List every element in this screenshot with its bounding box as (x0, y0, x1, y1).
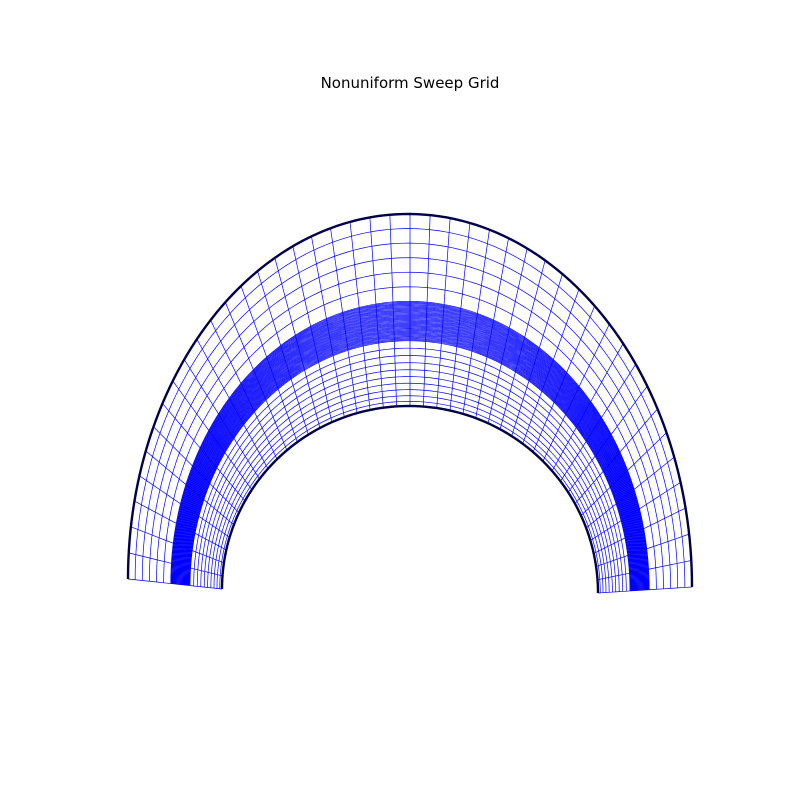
radial-level-line (188, 338, 632, 591)
radial-level-line (175, 310, 645, 591)
radial-level-line (189, 339, 631, 591)
radial-level-line (149, 257, 671, 589)
radial-level-line (172, 304, 648, 590)
radial-level-line (185, 331, 635, 591)
radial-level-line (174, 309, 646, 591)
radial-level-line (181, 323, 639, 591)
radial-level-line (179, 318, 641, 591)
radial-level-line (183, 328, 637, 591)
radial-level-line (178, 316, 642, 591)
radial-level-line (186, 334, 634, 591)
radial-level-line (178, 317, 642, 591)
radial-level-line (177, 314, 643, 591)
radial-level-line (184, 330, 636, 591)
radial-level-line (193, 347, 627, 592)
radial-level-line (187, 335, 633, 591)
radial-level-line (210, 382, 610, 593)
radial-level-line (207, 376, 613, 593)
radial-level-line (181, 322, 639, 591)
radial-level-line (170, 301, 650, 590)
angular-grid-lines (127, 214, 693, 594)
inner-boundary (220, 404, 600, 594)
radial-level-line (213, 389, 607, 593)
radial-level-line (203, 369, 617, 592)
radial-grid-lines (127, 213, 693, 594)
radial-level-line (182, 326, 638, 591)
radial-level-line (180, 320, 640, 591)
radial-level-line (141, 242, 679, 588)
radial-level-line (171, 302, 649, 590)
radial-level-line (177, 315, 643, 591)
radial-level-line (134, 228, 686, 588)
radial-level-line (185, 332, 635, 591)
mesh-boundaries (126, 212, 694, 594)
radial-level-line (182, 325, 638, 591)
radial-level-line (183, 327, 637, 591)
radial-level-line (180, 321, 640, 591)
radial-level-line (176, 313, 644, 591)
radial-level-line (170, 301, 650, 590)
radial-level-line (216, 395, 604, 593)
radial-level-line (189, 340, 631, 591)
radial-level-line (219, 401, 601, 593)
radial-level-line (200, 362, 620, 592)
radial-level-line (173, 306, 647, 590)
radial-level-line (181, 324, 639, 591)
radial-level-line (171, 303, 649, 590)
radial-level-line (174, 308, 646, 590)
radial-level-line (175, 311, 645, 591)
outer-boundary (126, 212, 694, 588)
radial-level-line (188, 337, 632, 591)
radial-level-line (173, 307, 647, 590)
radial-level-line (186, 333, 634, 591)
radial-level-line (196, 355, 624, 592)
figure-title: Nonuniform Sweep Grid (321, 74, 500, 92)
radial-level-line (156, 271, 664, 589)
radial-level-line (187, 336, 633, 591)
radial-level-line (179, 319, 641, 591)
radial-level-line (184, 329, 636, 591)
radial-level-line (176, 312, 644, 591)
radial-level-line (163, 286, 657, 590)
radial-level-line (172, 305, 648, 590)
